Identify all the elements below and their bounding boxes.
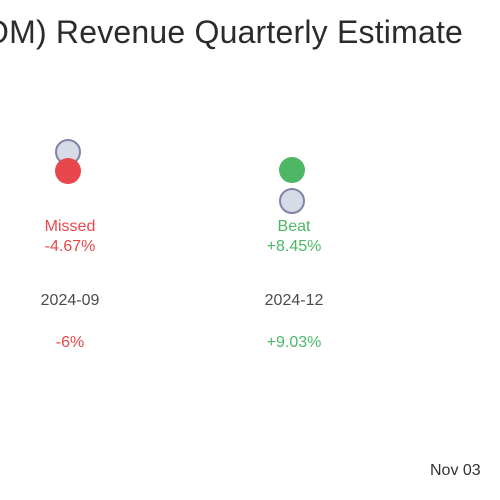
change-percent: +9.03% <box>266 334 322 351</box>
period-label: 2024-09 <box>40 292 100 309</box>
surprise-percent: +8.45% <box>266 238 322 255</box>
surprise-percent: -4.67% <box>44 238 96 255</box>
chart-title: OM) Revenue Quarterly Estimate <box>0 14 464 50</box>
surprise-percent: + <box>458 238 500 256</box>
change-percent: -6% <box>55 334 85 351</box>
result-status: Beat <box>277 218 311 235</box>
actual-marker-beat <box>279 157 305 183</box>
period-label: 20 <box>458 292 500 310</box>
footer-date: Nov 03 <box>430 462 481 479</box>
period-label: 2024-12 <box>264 292 324 309</box>
estimate-marker <box>279 188 305 214</box>
actual-marker-miss <box>55 158 81 184</box>
result-status: Missed <box>44 218 96 235</box>
change-percent: +1 <box>458 334 500 352</box>
